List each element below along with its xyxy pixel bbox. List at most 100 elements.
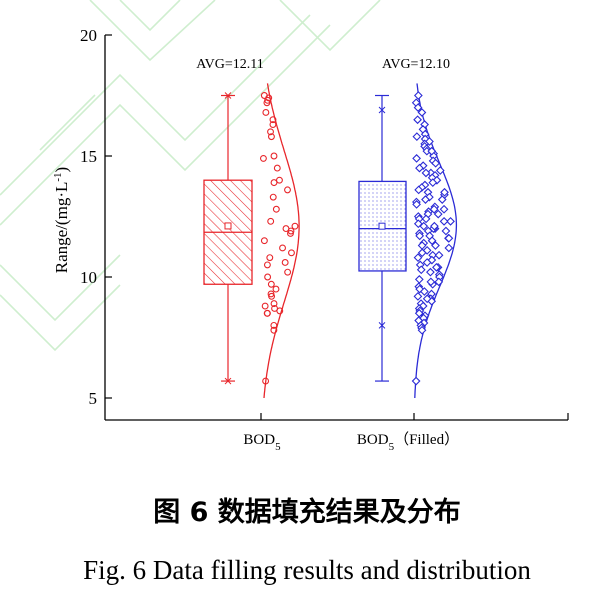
data-point xyxy=(413,291,423,301)
data-point xyxy=(259,154,267,162)
data-point xyxy=(422,246,432,255)
data-point xyxy=(421,168,431,178)
data-point xyxy=(413,91,423,100)
data-point xyxy=(284,186,291,194)
data-point xyxy=(414,185,424,195)
distribution-curve xyxy=(263,83,300,399)
data-point xyxy=(425,192,434,202)
data-point xyxy=(266,254,274,262)
data-point xyxy=(268,292,276,300)
data-point xyxy=(415,284,425,294)
y-ticks: 5 10 15 20 xyxy=(80,26,112,408)
data-point xyxy=(422,258,432,267)
data-point xyxy=(270,152,278,160)
data-point xyxy=(267,133,275,141)
data-point xyxy=(413,219,423,229)
data-point xyxy=(418,161,428,171)
box-groups: AVG=12.11 BOD5 AVG=12.10 BOD5（Filled） xyxy=(196,57,459,453)
data-point xyxy=(267,128,274,136)
data-point xyxy=(263,99,271,107)
data-point xyxy=(263,261,271,269)
figure-caption-english: Fig. 6 Data filling results and distribu… xyxy=(83,555,531,585)
data-point xyxy=(267,217,275,225)
data-point xyxy=(270,321,278,329)
avg-label: AVG=12.11 xyxy=(196,57,263,72)
data-point xyxy=(281,259,289,266)
data-point xyxy=(276,176,283,184)
data-point xyxy=(435,166,445,175)
data-point xyxy=(444,233,454,243)
data-point xyxy=(262,377,270,385)
data-point xyxy=(432,175,442,185)
y-tick-label: 20 xyxy=(80,26,97,45)
data-point xyxy=(262,108,270,116)
x-ticks xyxy=(260,413,569,420)
scatter-points xyxy=(411,91,455,386)
data-point xyxy=(427,236,437,246)
data-point xyxy=(413,253,423,263)
percentile-marker-stroke xyxy=(224,377,232,385)
data-point xyxy=(287,229,294,237)
data-point xyxy=(276,307,284,315)
data-point xyxy=(269,121,277,128)
box-group-1: AVG=12.11 BOD5 xyxy=(196,57,300,453)
percentile-marker-stroke xyxy=(224,92,232,99)
data-point xyxy=(284,268,292,276)
data-point xyxy=(421,195,430,204)
data-point xyxy=(269,116,277,124)
avg-label: AVG=12.10 xyxy=(382,57,450,72)
percentile-marker xyxy=(378,322,386,329)
figure-caption-chinese: 图 6 数据填充结果及分布 xyxy=(153,497,461,528)
background-watermark xyxy=(0,0,381,352)
data-point xyxy=(433,209,443,219)
data-point xyxy=(431,241,440,250)
box-group-2: AVG=12.10 BOD5（Filled） xyxy=(357,57,459,453)
data-point xyxy=(279,244,286,252)
data-point xyxy=(444,243,454,253)
data-point xyxy=(440,187,449,197)
data-point xyxy=(415,163,424,173)
data-point xyxy=(417,325,427,335)
data-point xyxy=(272,285,280,293)
scatter-points xyxy=(259,92,299,385)
percentile-marker xyxy=(224,377,232,385)
data-point xyxy=(416,265,426,275)
percentile-marker-stroke xyxy=(378,106,386,114)
data-point xyxy=(421,214,431,224)
mean-marker xyxy=(224,222,232,230)
data-point xyxy=(412,200,421,209)
data-point xyxy=(432,262,441,272)
data-point xyxy=(426,267,435,277)
data-point xyxy=(412,132,422,142)
data-point xyxy=(412,154,421,163)
data-point xyxy=(270,326,278,334)
percentile-marker-stroke xyxy=(378,322,386,329)
data-point xyxy=(441,226,451,236)
y-tick-label: 5 xyxy=(89,389,98,408)
data-point xyxy=(269,193,277,201)
data-point xyxy=(414,275,424,284)
data-point xyxy=(411,376,421,386)
data-point xyxy=(431,158,441,168)
group-label: BOD5（Filled） xyxy=(357,431,459,453)
data-point xyxy=(420,287,429,296)
data-point xyxy=(446,216,455,226)
mean-marker xyxy=(378,222,386,230)
percentile-marker xyxy=(224,92,232,99)
data-point xyxy=(425,137,434,146)
data-point xyxy=(426,277,436,287)
data-point xyxy=(428,178,438,187)
data-point xyxy=(291,222,299,230)
data-point xyxy=(263,309,271,317)
data-point xyxy=(439,216,449,226)
data-point xyxy=(288,249,295,257)
data-point xyxy=(267,280,275,288)
data-point xyxy=(270,179,278,187)
data-point xyxy=(417,248,427,258)
data-point xyxy=(260,237,268,245)
y-axis-label: Range/(mg·L-1) xyxy=(52,167,71,273)
data-point xyxy=(413,103,423,112)
data-point xyxy=(419,221,429,231)
data-point xyxy=(415,231,425,241)
